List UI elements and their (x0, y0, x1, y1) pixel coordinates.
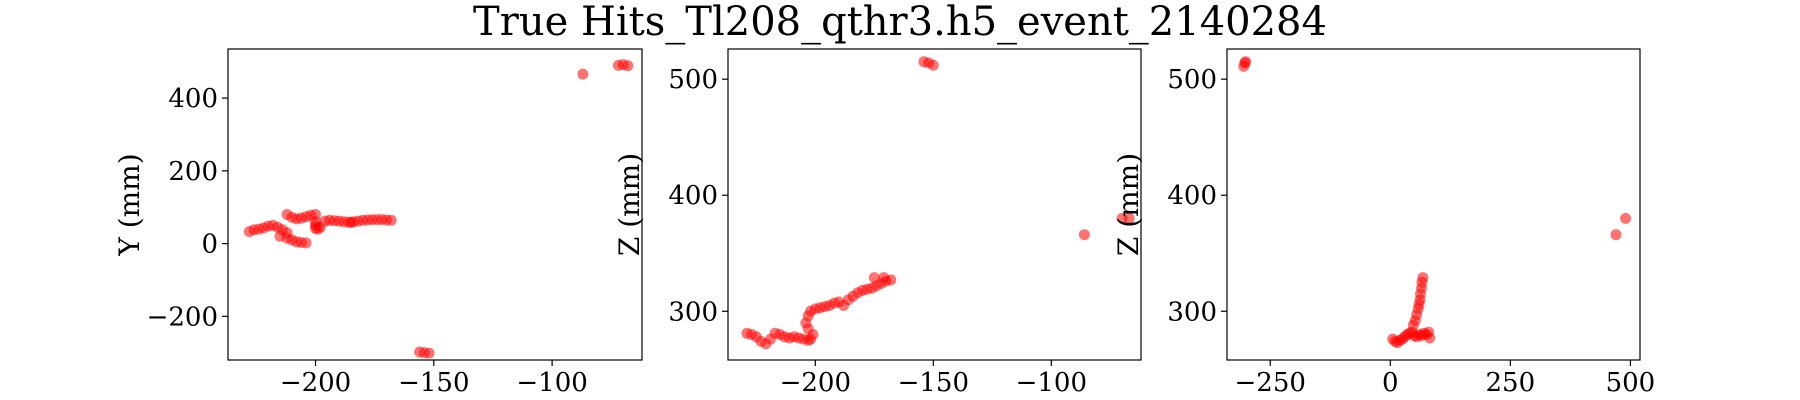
hit-point (1123, 212, 1135, 224)
subplot-xz: −200 −150 −100 300 400 500 Z (mm) (613, 48, 1142, 398)
hit-point (868, 272, 880, 284)
figure-title: True Hits_Tl208_qthr3.h5_event_2140284 (473, 0, 1327, 45)
hit-point (577, 68, 589, 80)
x-tick-label: −200 (780, 368, 851, 398)
hit-point (1240, 56, 1252, 68)
hit-point (385, 214, 397, 226)
y-axis-label: Z (mm) (1112, 153, 1145, 256)
y-tick-label: −200 (147, 302, 218, 332)
hit-point (1078, 229, 1090, 241)
subplot-yz: −250 0 250 500 300 400 500 Z (mm) (1112, 48, 1656, 398)
axes-frame-xy (227, 48, 643, 361)
axes-frame-xz (727, 48, 1142, 361)
y-tick-label: 0 (201, 230, 218, 260)
y-tick-label: 500 (668, 65, 718, 95)
y-axis-label: Z (mm) (613, 153, 646, 256)
y-tick-label: 300 (1167, 297, 1217, 327)
y-tick-label: 400 (668, 181, 718, 211)
x-tick-label: 250 (1486, 368, 1536, 398)
x-tick-label: −200 (280, 368, 351, 398)
hit-point (1610, 229, 1622, 241)
y-tick-label: 500 (1167, 65, 1217, 95)
hit-point (423, 347, 435, 359)
points-yz (1238, 56, 1632, 349)
x-tick-label: −250 (1235, 368, 1306, 398)
subplot-xy: −200 −150 −100 −200 0 200 400 Y (mm) (113, 48, 643, 398)
points-xz (741, 56, 1135, 350)
x-tick-label: −100 (516, 368, 587, 398)
y-tick-label: 300 (668, 297, 718, 327)
hit-point (1417, 272, 1429, 284)
hit-point (1424, 332, 1436, 344)
y-axis-label: Y (mm) (113, 153, 146, 256)
x-tick-label: 500 (1606, 368, 1656, 398)
hit-point (927, 59, 939, 71)
y-tick-label: 400 (168, 84, 218, 114)
hit-point (1620, 212, 1632, 224)
hit-point (300, 237, 312, 249)
y-tick-label: 400 (1167, 181, 1217, 211)
x-tick-label: −150 (898, 368, 969, 398)
x-tick-label: −100 (1016, 368, 1087, 398)
hit-point (878, 272, 890, 284)
points-xy (243, 59, 634, 359)
hit-point (622, 60, 634, 72)
axes-frame-yz (1226, 48, 1641, 361)
y-tick-label: 200 (168, 157, 218, 187)
x-tick-label: −150 (398, 368, 469, 398)
x-tick-label: 0 (1382, 368, 1399, 398)
